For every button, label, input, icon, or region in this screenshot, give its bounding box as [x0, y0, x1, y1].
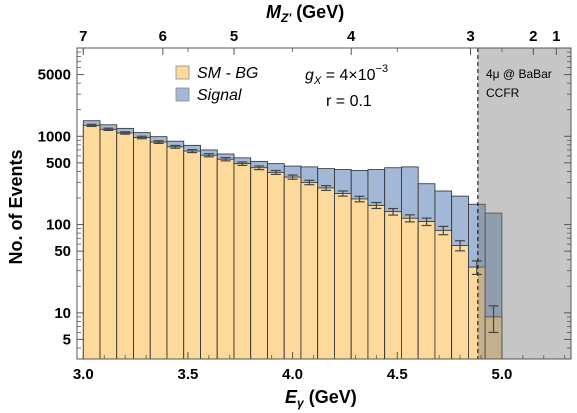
y-tick-label: 10	[54, 305, 71, 322]
parameter-annotation: gX = 4×10−3 r = 0.1	[305, 63, 388, 110]
excluded-label-babar: 4μ @ BaBar	[486, 67, 552, 81]
x2-tick-label: 4	[347, 28, 356, 45]
sm-bg-bar	[149, 141, 168, 360]
sm-bg-bar	[216, 158, 235, 360]
y-tick-label: 1000	[38, 128, 71, 145]
x-tick-label: 5.0	[491, 366, 512, 383]
excluded-label-ccfr: CCFR	[486, 86, 520, 100]
x-tick-label: 3.0	[73, 366, 94, 383]
legend-label-signal: Signal	[197, 87, 242, 104]
y-tick-label: 5000	[38, 67, 71, 84]
sm-bg-bar	[267, 171, 285, 360]
coupling-annotation: gX = 4×10−3	[305, 63, 388, 87]
y-tick-label: 500	[46, 155, 71, 172]
y-tick-label: 100	[46, 217, 71, 234]
x-axis-title: Eγ (GeV)	[285, 387, 357, 410]
y-tick-label: 50	[54, 243, 71, 260]
sm-bg-bar	[401, 217, 419, 360]
sm-bg-bar	[300, 182, 319, 360]
legend-label-sm-bg: SM - BG	[197, 65, 258, 82]
ratio-annotation: r = 0.1	[326, 93, 372, 110]
y-tick-label: 5	[63, 331, 71, 348]
plot-border	[76, 47, 572, 360]
sm-bg-bar	[99, 128, 118, 360]
sm-bg-bar	[250, 167, 268, 360]
top-axis-title: MZ' (GeV)	[266, 2, 344, 25]
x-tick-label: 3.5	[178, 366, 199, 383]
sm-bg-bar	[283, 176, 302, 360]
sm-bg-bar	[334, 193, 352, 360]
plot-frame	[76, 47, 572, 360]
sm-bg-bar	[317, 187, 335, 360]
x-tick-label: 4.0	[282, 366, 303, 383]
x2-tick-label: 1	[552, 28, 560, 45]
legend-swatch-sm-bg	[175, 65, 190, 80]
sm-bg-bar	[367, 204, 386, 360]
sm-bg-bar	[166, 146, 185, 360]
sm-bg-bar	[133, 137, 151, 360]
sm-bg-bar	[417, 221, 436, 360]
sm-bg-bar	[434, 229, 453, 360]
x2-tick-label: 5	[230, 28, 238, 45]
x2-tick-label: 2	[529, 28, 537, 45]
sm-bg-bar	[183, 150, 201, 360]
sm-bg-bar	[82, 124, 101, 360]
x-tick-label: 4.5	[387, 366, 408, 383]
error-bars	[86, 123, 499, 334]
y-axis-title: No. of Events	[6, 149, 26, 264]
excluded-region-labels: 4μ @ BaBar CCFR	[486, 67, 552, 100]
sm-bg-bar	[384, 211, 402, 360]
legend-swatch-signal	[175, 87, 190, 102]
histogram-bars	[82, 120, 503, 360]
sm-bg-bar	[233, 163, 252, 360]
x2-tick-label: 7	[79, 28, 87, 45]
sm-bg-bar	[451, 245, 469, 360]
legend: SM - BG Signal	[175, 65, 258, 104]
sm-bg-bar	[350, 198, 369, 360]
axis-ticks: 3.0 3.5 4.0 4.5 5.0 7 6 5 4 3 2 1 5 10 50 100 500 1000 500…	[38, 28, 571, 383]
sm-bg-bar	[116, 132, 134, 360]
x2-tick-label: 3	[466, 28, 474, 45]
x2-tick-label: 6	[159, 28, 167, 45]
sm-bg-bar	[200, 154, 218, 360]
